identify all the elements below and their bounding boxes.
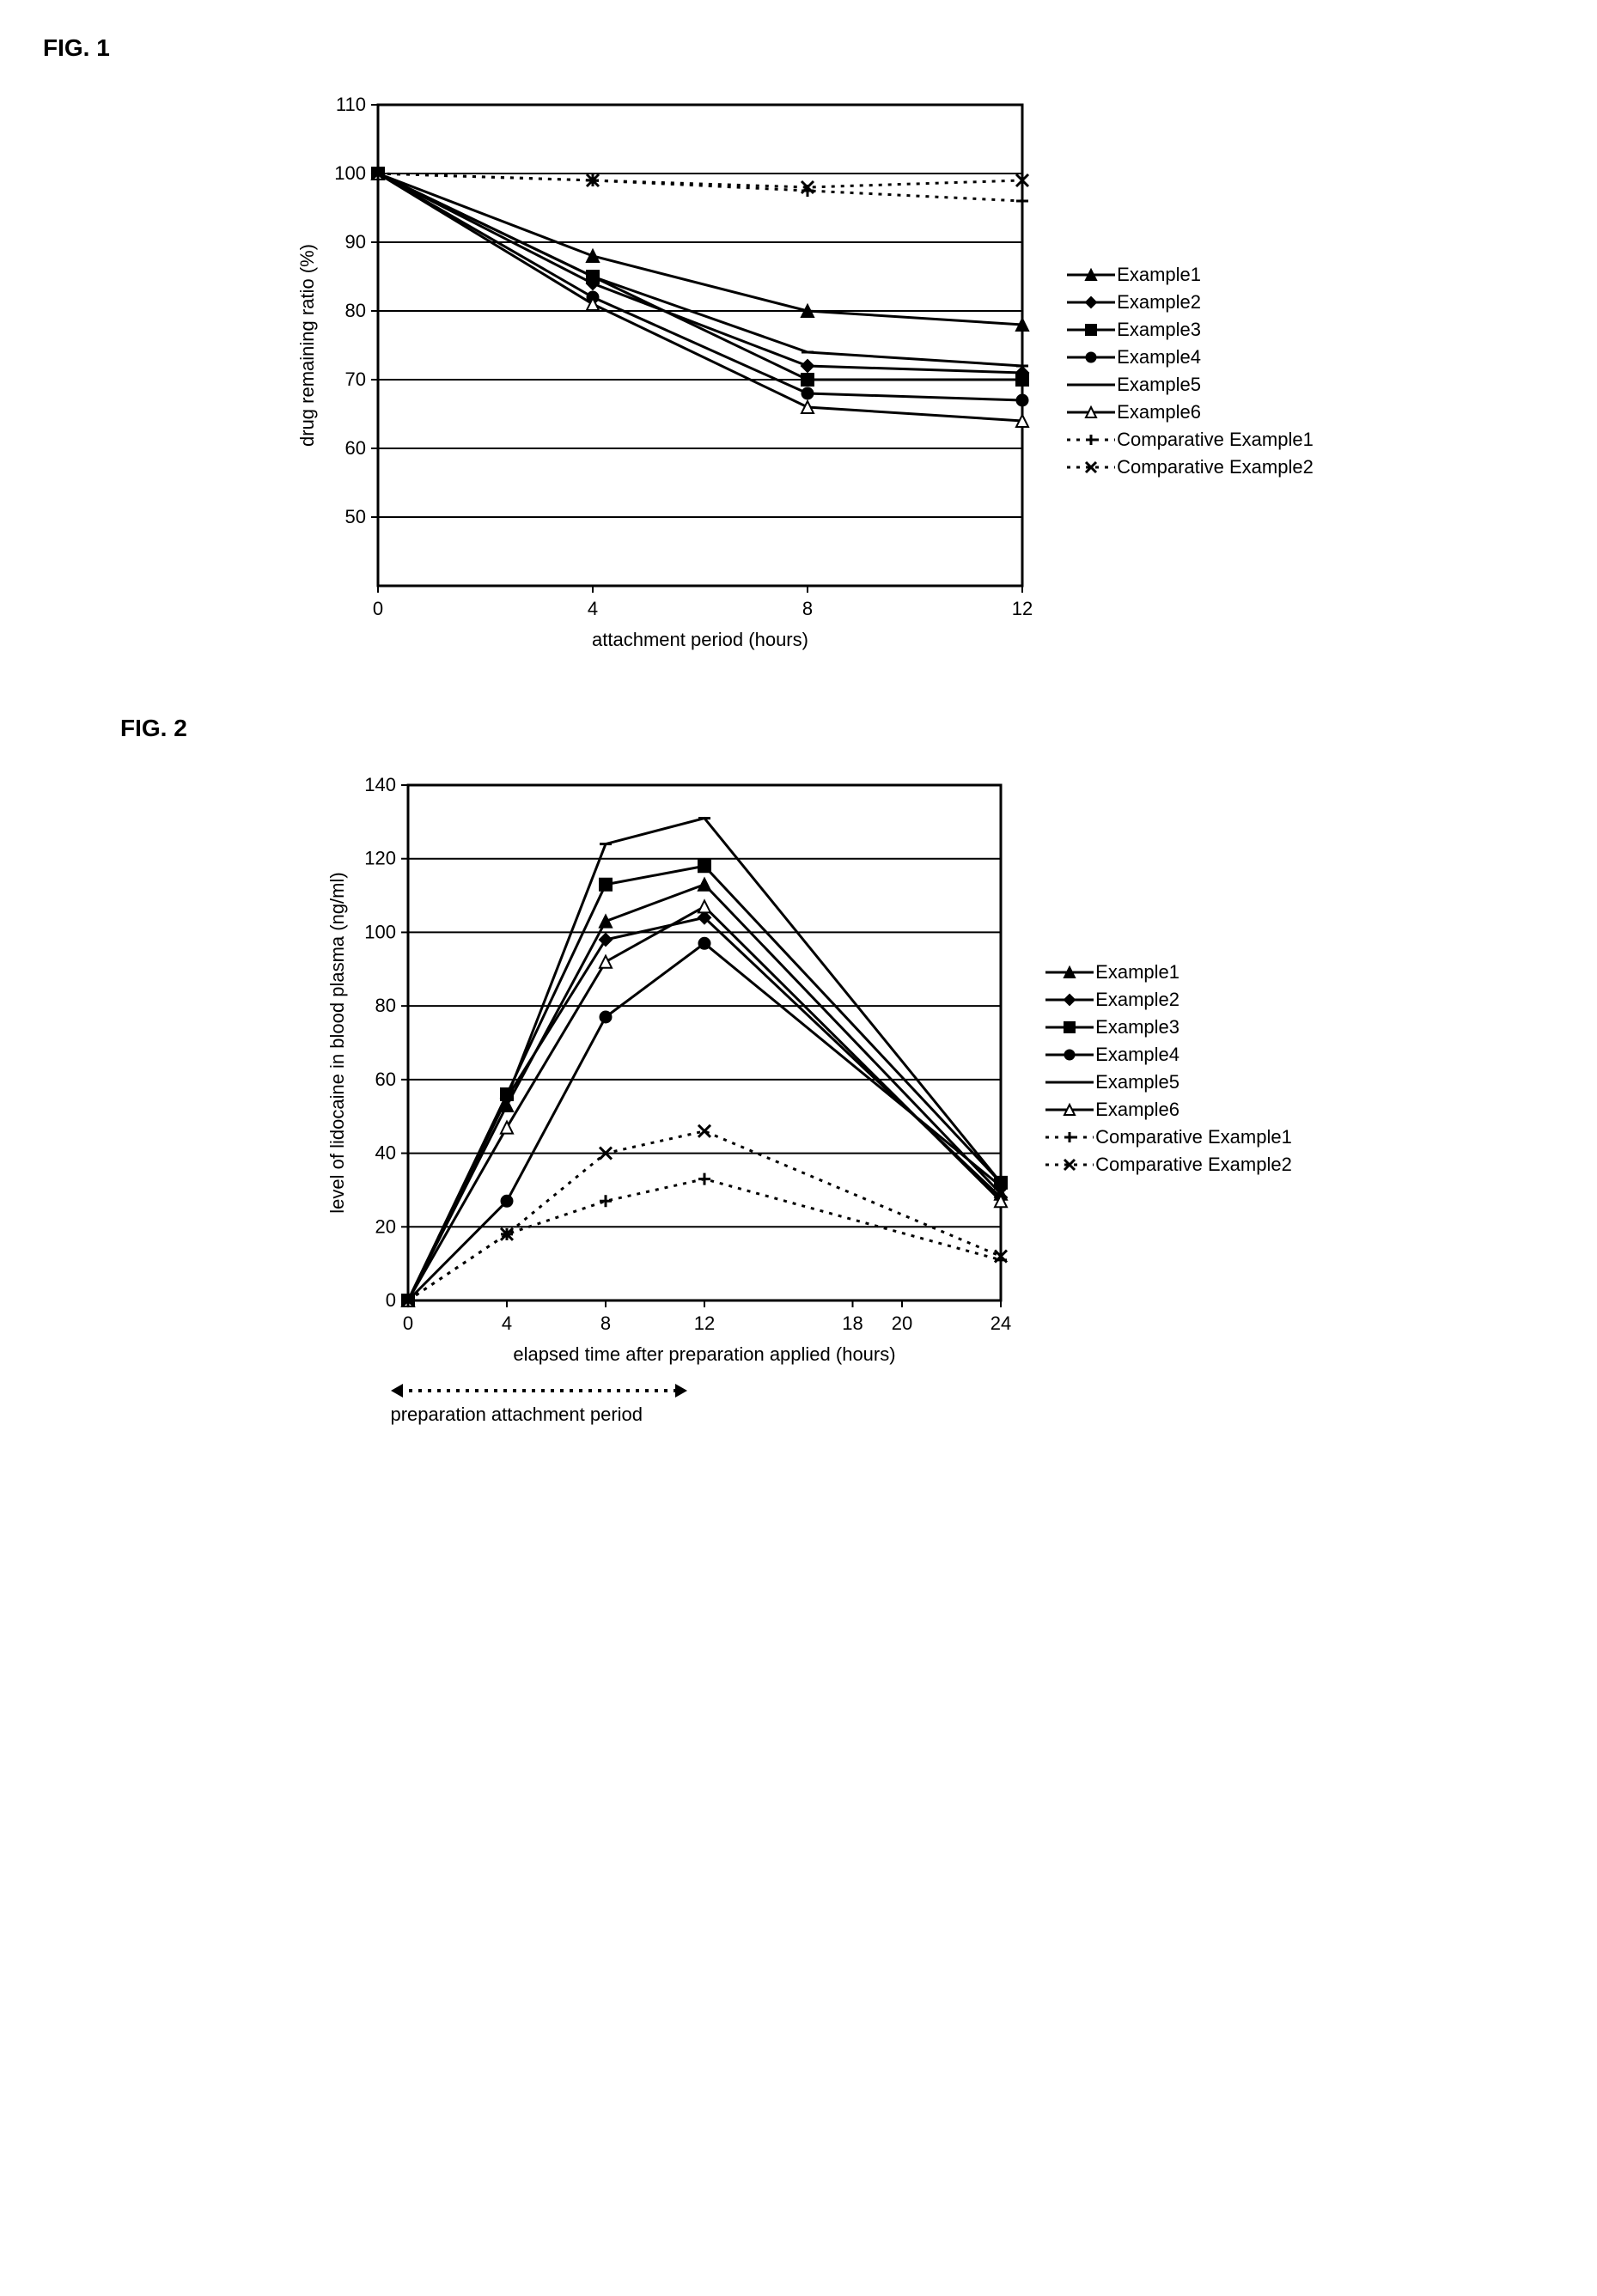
svg-text:140: 140 — [364, 774, 396, 795]
legend-label: Example4 — [1117, 346, 1201, 368]
svg-text:100: 100 — [334, 162, 366, 184]
figure-block: FIG. 2 0 4 8 12 18 20 24 0 20 40 60 80 100 120 140 elaps… — [34, 715, 1563, 1426]
svg-text:90: 90 — [345, 231, 366, 253]
legend-label: Example2 — [1117, 291, 1201, 314]
svg-text:attachment period (hours): attachment period (hours) — [592, 629, 808, 650]
svg-text:50: 50 — [345, 506, 366, 527]
legend-item: Example2 — [1065, 291, 1314, 314]
chart-legend: Example1 Example2 Example3 Example4 Example5… — [1065, 259, 1314, 484]
legend-item: Comparative Example2 — [1044, 1154, 1292, 1176]
legend-label: Example5 — [1095, 1071, 1179, 1093]
legend-item: Example3 — [1044, 1016, 1292, 1038]
annotation-text: preparation attachment period — [288, 1404, 1001, 1426]
chart-svg: 0 4 8 12 18 20 24 0 20 40 60 80 100 120 140 elapsed tim… — [305, 759, 1018, 1378]
svg-text:20: 20 — [375, 1215, 396, 1237]
svg-text:80: 80 — [375, 995, 396, 1016]
legend-label: Example5 — [1117, 374, 1201, 396]
svg-text:12: 12 — [694, 1312, 715, 1334]
svg-text:80: 80 — [345, 300, 366, 321]
figure-label: FIG. 1 — [43, 34, 1563, 62]
legend-label: Example1 — [1117, 264, 1201, 286]
legend-label: Comparative Example2 — [1095, 1154, 1292, 1176]
legend-label: Example3 — [1117, 319, 1201, 341]
legend-item: Example4 — [1044, 1044, 1292, 1066]
chart-legend: Example1 Example2 Example3 Example4 Example5… — [1044, 956, 1292, 1181]
svg-text:60: 60 — [345, 437, 366, 459]
svg-text:110: 110 — [336, 94, 366, 115]
svg-text:60: 60 — [375, 1069, 396, 1090]
legend-item: Comparative Example1 — [1065, 429, 1314, 451]
svg-text:4: 4 — [502, 1312, 512, 1334]
legend-item: Comparative Example1 — [1044, 1126, 1292, 1148]
legend-item: Comparative Example2 — [1065, 456, 1314, 478]
svg-text:70: 70 — [345, 368, 366, 390]
svg-text:4: 4 — [588, 598, 598, 619]
legend-label: Example1 — [1095, 961, 1179, 984]
annotation-arrow-icon — [288, 1378, 1001, 1404]
legend-label: Example4 — [1095, 1044, 1179, 1066]
legend-item: Example2 — [1044, 989, 1292, 1011]
legend-item: Example3 — [1065, 319, 1314, 341]
svg-text:elapsed time after preparation: elapsed time after preparation applied (… — [514, 1343, 896, 1365]
legend-item: Example6 — [1065, 401, 1314, 423]
svg-text:8: 8 — [600, 1312, 611, 1334]
svg-text:drug remaining ratio (%): drug remaining ratio (%) — [296, 244, 318, 447]
chart-svg: 0 4 8 12 50 60 70 80 90 100 110 attachment period (… — [283, 79, 1039, 663]
svg-text:120: 120 — [364, 848, 396, 869]
legend-label: Comparative Example1 — [1117, 429, 1314, 451]
legend-label: Example2 — [1095, 989, 1179, 1011]
svg-text:24: 24 — [991, 1312, 1011, 1334]
legend-item: Example5 — [1044, 1071, 1292, 1093]
legend-item: Example4 — [1065, 346, 1314, 368]
figure-label: FIG. 2 — [120, 715, 1563, 742]
legend-item: Example6 — [1044, 1099, 1292, 1121]
svg-text:12: 12 — [1012, 598, 1033, 619]
legend-label: Example6 — [1095, 1099, 1179, 1121]
legend-label: Comparative Example1 — [1095, 1126, 1292, 1148]
legend-label: Example6 — [1117, 401, 1201, 423]
legend-label: Comparative Example2 — [1117, 456, 1314, 478]
svg-text:20: 20 — [892, 1312, 912, 1334]
legend-item: Example1 — [1044, 961, 1292, 984]
legend-item: Example1 — [1065, 264, 1314, 286]
svg-text:0: 0 — [373, 598, 383, 619]
legend-item: Example5 — [1065, 374, 1314, 396]
svg-text:8: 8 — [802, 598, 813, 619]
svg-text:level of lidocaine in blood pl: level of lidocaine in blood plasma (ng/m… — [326, 872, 348, 1213]
svg-text:18: 18 — [842, 1312, 863, 1334]
svg-text:40: 40 — [375, 1142, 396, 1164]
legend-label: Example3 — [1095, 1016, 1179, 1038]
svg-text:0: 0 — [403, 1312, 413, 1334]
figure-block: FIG. 1 0 4 8 12 50 60 70 80 90 100 110 attachment pe… — [34, 34, 1563, 663]
svg-text:0: 0 — [386, 1289, 396, 1311]
svg-text:100: 100 — [364, 921, 396, 942]
